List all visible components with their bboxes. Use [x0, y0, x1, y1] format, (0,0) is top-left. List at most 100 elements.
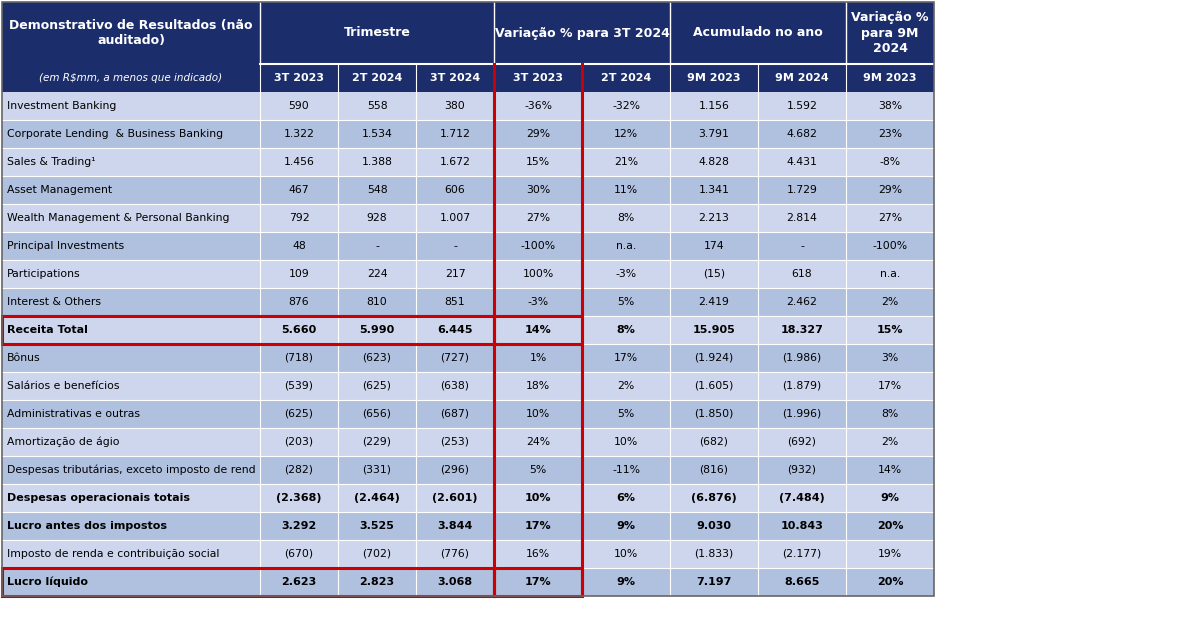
Text: (331): (331)	[362, 465, 391, 475]
Text: Variação % para 3T 2024: Variação % para 3T 2024	[494, 26, 670, 40]
Text: Despesas operacionais totais: Despesas operacionais totais	[7, 493, 190, 503]
Text: 548: 548	[367, 185, 388, 195]
Text: Participations: Participations	[7, 269, 80, 279]
Text: 2%: 2%	[618, 381, 634, 391]
Bar	[2, 92, 934, 120]
Bar	[494, 568, 582, 596]
Text: Variação %
para 9M
2024: Variação % para 9M 2024	[851, 11, 929, 55]
Text: 17%: 17%	[614, 353, 638, 363]
Text: 109: 109	[289, 269, 309, 279]
Text: -36%: -36%	[523, 101, 552, 111]
Bar	[2, 568, 494, 596]
Text: (727): (727)	[441, 353, 469, 363]
Text: Imposto de renda e contribuição social: Imposto de renda e contribuição social	[7, 549, 219, 559]
Text: (1.996): (1.996)	[783, 409, 822, 419]
Text: 2.823: 2.823	[360, 577, 395, 587]
Text: 4.431: 4.431	[786, 157, 817, 167]
Text: -100%: -100%	[520, 241, 555, 251]
Text: 1.341: 1.341	[699, 185, 730, 195]
Text: 38%: 38%	[878, 101, 902, 111]
Text: 11%: 11%	[614, 185, 638, 195]
Bar	[2, 512, 934, 540]
Text: 1.456: 1.456	[284, 157, 315, 167]
Text: Despesas tributárias, exceto imposto de rend: Despesas tributárias, exceto imposto de …	[7, 465, 256, 475]
Text: 792: 792	[289, 213, 309, 223]
Text: (1.850): (1.850)	[694, 409, 733, 419]
Text: (1.605): (1.605)	[694, 381, 733, 391]
Text: Lucro antes dos impostos: Lucro antes dos impostos	[7, 521, 167, 531]
Text: (em R$mm, a menos que indicado): (em R$mm, a menos que indicado)	[39, 73, 223, 83]
Text: 1.322: 1.322	[284, 129, 315, 139]
Text: Corporate Lending  & Business Banking: Corporate Lending & Business Banking	[7, 129, 223, 139]
Text: 29%: 29%	[878, 185, 902, 195]
Text: -: -	[801, 241, 804, 251]
Text: Asset Management: Asset Management	[7, 185, 112, 195]
Text: 3T 2023: 3T 2023	[274, 73, 324, 83]
Text: Trimestre: Trimestre	[343, 26, 410, 40]
Text: (539): (539)	[284, 381, 314, 391]
Text: (282): (282)	[284, 465, 314, 475]
Text: 3.791: 3.791	[699, 129, 730, 139]
Text: -8%: -8%	[880, 157, 901, 167]
Text: 24%: 24%	[526, 437, 551, 447]
Text: 6%: 6%	[617, 493, 635, 503]
Text: 1.712: 1.712	[440, 129, 470, 139]
Text: 224: 224	[367, 269, 388, 279]
Text: 7.197: 7.197	[697, 577, 732, 587]
Text: -3%: -3%	[615, 269, 637, 279]
Text: 4.682: 4.682	[786, 129, 817, 139]
Text: (15): (15)	[703, 269, 725, 279]
Text: 876: 876	[289, 297, 309, 307]
Text: (253): (253)	[441, 437, 469, 447]
Text: (2.368): (2.368)	[276, 493, 322, 503]
Text: 3.844: 3.844	[437, 521, 473, 531]
Text: (702): (702)	[362, 549, 391, 559]
Text: 2.623: 2.623	[282, 577, 317, 587]
Text: Acumulado no ano: Acumulado no ano	[693, 26, 823, 40]
Text: 9M 2024: 9M 2024	[775, 73, 829, 83]
Text: 3.292: 3.292	[282, 521, 317, 531]
Text: 15.905: 15.905	[692, 325, 736, 335]
Text: Salários e benefícios: Salários e benefícios	[7, 381, 119, 391]
Text: 14%: 14%	[878, 465, 902, 475]
Bar	[2, 2, 934, 64]
Text: (203): (203)	[284, 437, 314, 447]
Text: 17%: 17%	[525, 521, 552, 531]
Bar	[2, 428, 934, 456]
Text: 30%: 30%	[526, 185, 551, 195]
Text: 5.990: 5.990	[360, 325, 395, 335]
Text: (1.879): (1.879)	[783, 381, 822, 391]
Bar	[2, 316, 934, 344]
Text: 9%: 9%	[617, 577, 635, 587]
Text: 606: 606	[444, 185, 466, 195]
Text: 3T 2024: 3T 2024	[430, 73, 480, 83]
Text: 2.419: 2.419	[699, 297, 730, 307]
Bar	[2, 316, 494, 344]
Text: 928: 928	[367, 213, 388, 223]
Text: 1%: 1%	[529, 353, 547, 363]
Text: (625): (625)	[284, 409, 314, 419]
Bar	[2, 288, 934, 316]
Text: (1.924): (1.924)	[694, 353, 733, 363]
Bar	[2, 204, 934, 232]
Text: -32%: -32%	[612, 101, 640, 111]
Text: 8%: 8%	[618, 213, 634, 223]
Text: 9M 2023: 9M 2023	[863, 73, 917, 83]
Text: 18%: 18%	[526, 381, 551, 391]
Text: 5%: 5%	[618, 297, 634, 307]
Text: 6.445: 6.445	[437, 325, 473, 335]
Text: 5.660: 5.660	[282, 325, 317, 335]
Text: 5%: 5%	[618, 409, 634, 419]
Text: 558: 558	[367, 101, 388, 111]
Text: (816): (816)	[699, 465, 729, 475]
Text: (776): (776)	[441, 549, 469, 559]
Text: 2%: 2%	[882, 437, 898, 447]
Bar	[2, 400, 934, 428]
Text: 3.525: 3.525	[360, 521, 395, 531]
Text: 590: 590	[289, 101, 309, 111]
Text: n.a.: n.a.	[615, 241, 637, 251]
Text: 618: 618	[791, 269, 812, 279]
Text: -11%: -11%	[612, 465, 640, 475]
Text: -100%: -100%	[872, 241, 908, 251]
Text: Receita Total: Receita Total	[7, 325, 88, 335]
